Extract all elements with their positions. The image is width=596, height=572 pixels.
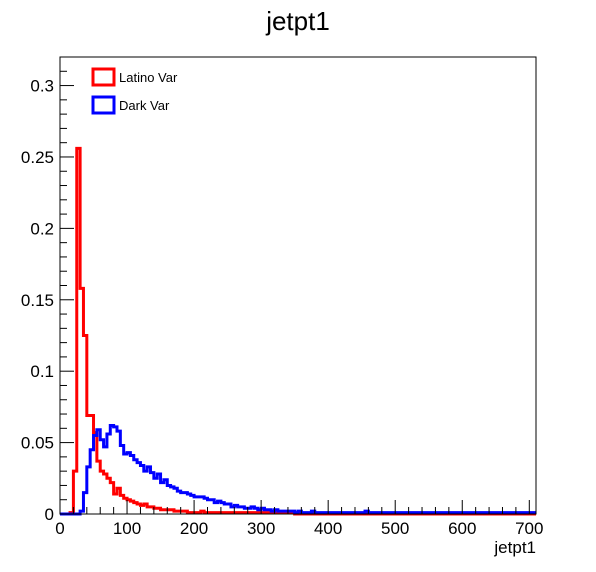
legend-swatch-dark-var [91, 95, 116, 115]
axis-layer: 0 0.05 0.1 0.15 0.2 0.25 0.3 0 100 200 300 400 500 60… [21, 56, 543, 538]
legend-label-latino-var: Latino Var [119, 70, 178, 85]
x-tick-label: 500 [381, 519, 409, 538]
y-tick-label: 0.25 [21, 148, 54, 167]
legend-label-dark-var: Dark Var [119, 98, 170, 113]
legend: Latino Var Dark Var [91, 67, 178, 115]
x-tick-label: 0 [55, 519, 64, 538]
series-layer [60, 146, 536, 516]
chart-title: jetpt1 [265, 6, 330, 36]
x-tick-label: 300 [247, 519, 275, 538]
y-tick-label: 0.1 [30, 362, 54, 381]
legend-swatch-latino-var [91, 67, 116, 87]
plot-frame [59, 56, 537, 515]
y-tick-label: 0.3 [30, 77, 54, 96]
x-tick-label: 600 [448, 519, 476, 538]
series-dark-var-line [60, 423, 536, 516]
x-tick-label: 700 [515, 519, 543, 538]
y-tick-label: 0.05 [21, 434, 54, 453]
x-tick-label: 100 [113, 519, 141, 538]
x-axis-title: jetpt1 [493, 538, 536, 557]
x-tick-label: 200 [180, 519, 208, 538]
y-tick-label: 0.2 [30, 219, 54, 238]
y-tick-label: 0.15 [21, 291, 54, 310]
series-latino-var-line [60, 146, 536, 516]
y-tick-label: 0 [45, 505, 54, 524]
x-tick-label: 400 [314, 519, 342, 538]
